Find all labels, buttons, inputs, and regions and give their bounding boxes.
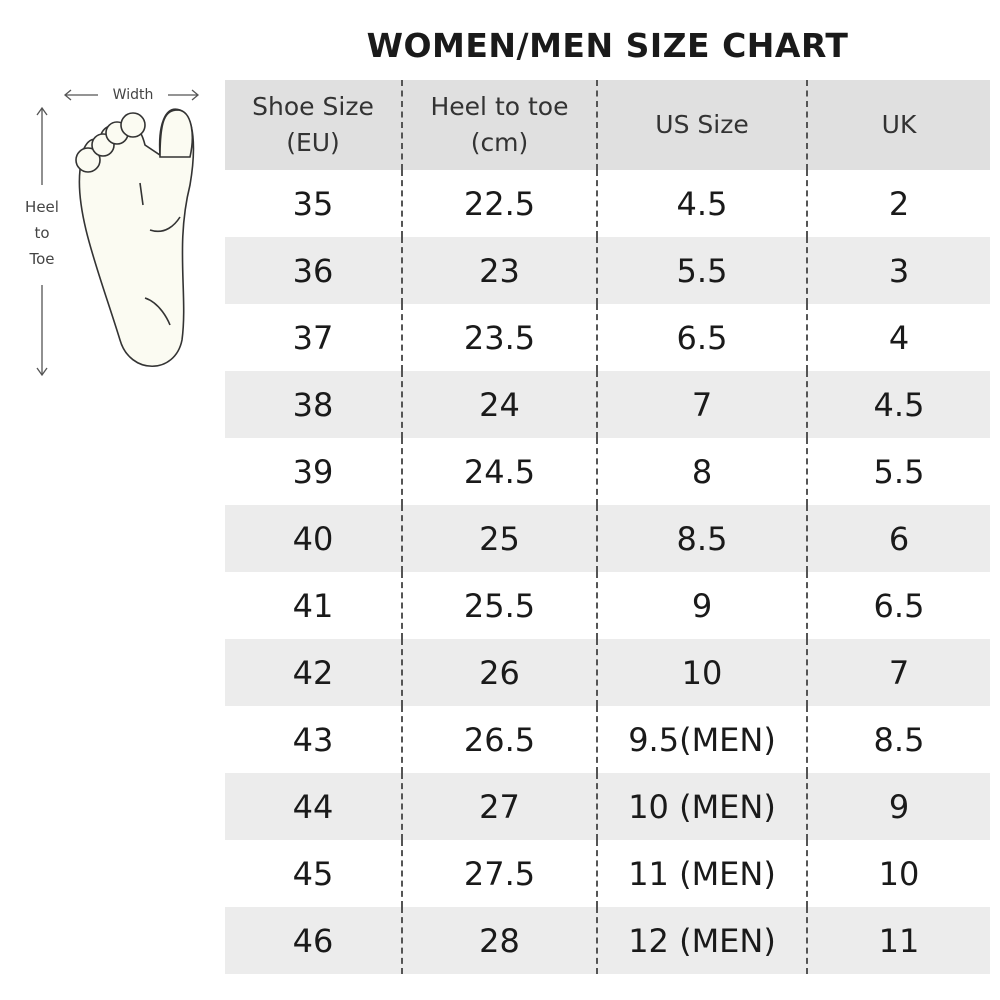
length-label-2: to <box>34 224 49 242</box>
size-table: Shoe Size (EU) Heel to toe (cm) US Size UK 35… <box>225 80 990 974</box>
table-cell: 44 <box>225 773 403 840</box>
table-cell: 43 <box>225 706 403 773</box>
table-row: 45 27.5 11 (MEN) 10 <box>225 840 990 907</box>
table-row: 39 24.5 8 5.5 <box>225 438 990 505</box>
table-row: 37 23.5 6.5 4 <box>225 304 990 371</box>
table-cell: 6.5 <box>873 586 925 625</box>
table-cell: 23 <box>403 237 598 304</box>
table-cell: 35 <box>225 170 403 237</box>
table-cell: 8.5 <box>873 720 925 759</box>
table-cell: 22.5 <box>403 170 598 237</box>
table-cell: 42 <box>225 639 403 706</box>
table-cell: 2 <box>888 184 910 223</box>
column-header: UK <box>808 80 990 170</box>
table-cell: 10 (MEN) <box>598 773 808 840</box>
header-line: Heel to toe <box>430 92 569 121</box>
header-line: US Size <box>655 110 749 139</box>
header-line: Shoe Size <box>252 92 374 121</box>
table-cell: 24.5 <box>403 438 598 505</box>
table-cell: 5.5 <box>598 237 808 304</box>
table-cell: 25.5 <box>403 572 598 639</box>
table-cell: 41 <box>225 572 403 639</box>
table-cell: 26 <box>403 639 598 706</box>
table-row: 40 25 8.5 6 <box>225 505 990 572</box>
table-row: 46 28 12 (MEN) 11 <box>225 907 990 974</box>
table-cell: 7 <box>598 371 808 438</box>
table-row: 42 26 10 7 <box>225 639 990 706</box>
table-cell: 36 <box>225 237 403 304</box>
table-cell: 40 <box>225 505 403 572</box>
length-arrow-icon <box>36 106 48 377</box>
foot-measurement-diagram: Width Heel to Toe <box>25 87 200 377</box>
table-cell: 10 <box>598 639 808 706</box>
table-cell: 9.5(MEN) <box>598 706 808 773</box>
column-header: US Size <box>598 80 808 170</box>
table-row: 44 27 10 (MEN) 9 <box>225 773 990 840</box>
table-row: 35 22.5 4.5 2 <box>225 170 990 237</box>
column-header: Shoe Size (EU) <box>225 80 403 170</box>
header-line: (cm) <box>470 128 529 157</box>
table-cell: 38 <box>225 371 403 438</box>
column-header: Heel to toe (cm) <box>403 80 598 170</box>
chart-title: WOMEN/MEN SIZE CHART <box>366 26 849 65</box>
table-cell: 8.5 <box>598 505 808 572</box>
table-cell: 9 <box>888 787 910 826</box>
table-cell: 24 <box>403 371 598 438</box>
table-cell: 45 <box>225 840 403 907</box>
table-cell: 4.5 <box>598 170 808 237</box>
table-row: 43 26.5 9.5(MEN) 8.5 <box>225 706 990 773</box>
table-cell: 5.5 <box>873 452 925 491</box>
foot-icon <box>75 108 195 367</box>
length-label-3: Toe <box>28 250 54 268</box>
table-cell: 37 <box>225 304 403 371</box>
table-row: 38 24 7 4.5 <box>225 371 990 438</box>
header-line: (EU) <box>286 128 340 157</box>
table-cell: 11 (MEN) <box>598 840 808 907</box>
table-row: 36 23 5.5 3 <box>225 237 990 304</box>
table-cell: 27 <box>403 773 598 840</box>
table-cell: 25 <box>403 505 598 572</box>
table-cell: 10 <box>878 854 920 893</box>
table-header-row: Shoe Size (EU) Heel to toe (cm) US Size UK <box>225 80 990 170</box>
width-label: Width <box>113 87 154 103</box>
table-cell: 12 (MEN) <box>598 907 808 974</box>
table-cell: 3 <box>888 251 910 290</box>
table-cell: 8 <box>598 438 808 505</box>
table-row: 41 25.5 9 6.5 <box>225 572 990 639</box>
width-arrow-icon <box>63 89 200 101</box>
table-cell: 28 <box>403 907 598 974</box>
length-label-1: Heel <box>25 198 59 216</box>
header-line: UK <box>881 110 917 139</box>
table-cell: 4 <box>888 318 910 357</box>
table-cell: 11 <box>878 921 920 960</box>
table-cell: 6 <box>888 519 910 558</box>
table-cell: 4.5 <box>873 385 925 424</box>
table-cell: 9 <box>598 572 808 639</box>
table-cell: 46 <box>225 907 403 974</box>
table-cell: 23.5 <box>403 304 598 371</box>
table-cell: 27.5 <box>403 840 598 907</box>
table-cell: 39 <box>225 438 403 505</box>
table-cell: 7 <box>888 653 910 692</box>
table-cell: 6.5 <box>598 304 808 371</box>
table-cell: 26.5 <box>403 706 598 773</box>
